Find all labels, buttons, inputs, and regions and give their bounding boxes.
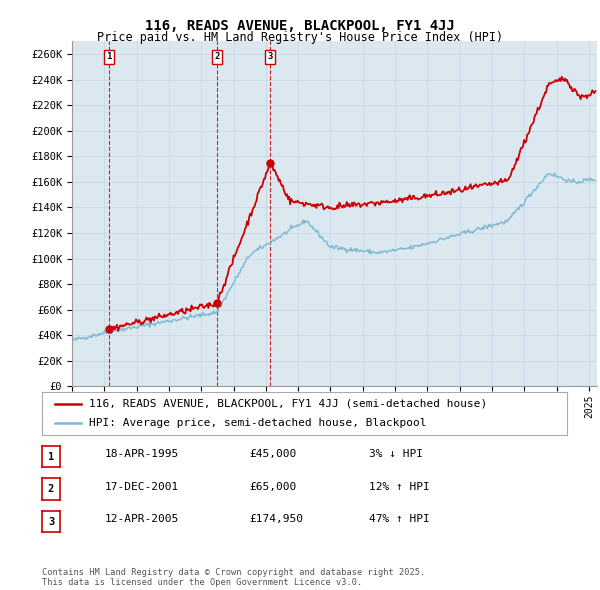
Text: 3: 3 xyxy=(48,517,54,526)
Text: £45,000: £45,000 xyxy=(249,450,296,459)
Text: Price paid vs. HM Land Registry's House Price Index (HPI): Price paid vs. HM Land Registry's House … xyxy=(97,31,503,44)
Text: 2: 2 xyxy=(48,484,54,494)
Text: £65,000: £65,000 xyxy=(249,482,296,491)
Text: 17-DEC-2001: 17-DEC-2001 xyxy=(105,482,179,491)
Text: 47% ↑ HPI: 47% ↑ HPI xyxy=(369,514,430,524)
Text: 12-APR-2005: 12-APR-2005 xyxy=(105,514,179,524)
Text: 2: 2 xyxy=(214,53,220,61)
Text: 3% ↓ HPI: 3% ↓ HPI xyxy=(369,450,423,459)
Text: £174,950: £174,950 xyxy=(249,514,303,524)
Text: 1: 1 xyxy=(106,53,112,61)
Text: 18-APR-1995: 18-APR-1995 xyxy=(105,450,179,459)
Text: 3: 3 xyxy=(268,53,273,61)
Text: Contains HM Land Registry data © Crown copyright and database right 2025.
This d: Contains HM Land Registry data © Crown c… xyxy=(42,568,425,587)
Text: 1: 1 xyxy=(48,452,54,461)
Text: 12% ↑ HPI: 12% ↑ HPI xyxy=(369,482,430,491)
Text: 116, READS AVENUE, BLACKPOOL, FY1 4JJ (semi-detached house): 116, READS AVENUE, BLACKPOOL, FY1 4JJ (s… xyxy=(89,399,487,409)
Text: HPI: Average price, semi-detached house, Blackpool: HPI: Average price, semi-detached house,… xyxy=(89,418,427,428)
Text: 116, READS AVENUE, BLACKPOOL, FY1 4JJ: 116, READS AVENUE, BLACKPOOL, FY1 4JJ xyxy=(145,19,455,33)
